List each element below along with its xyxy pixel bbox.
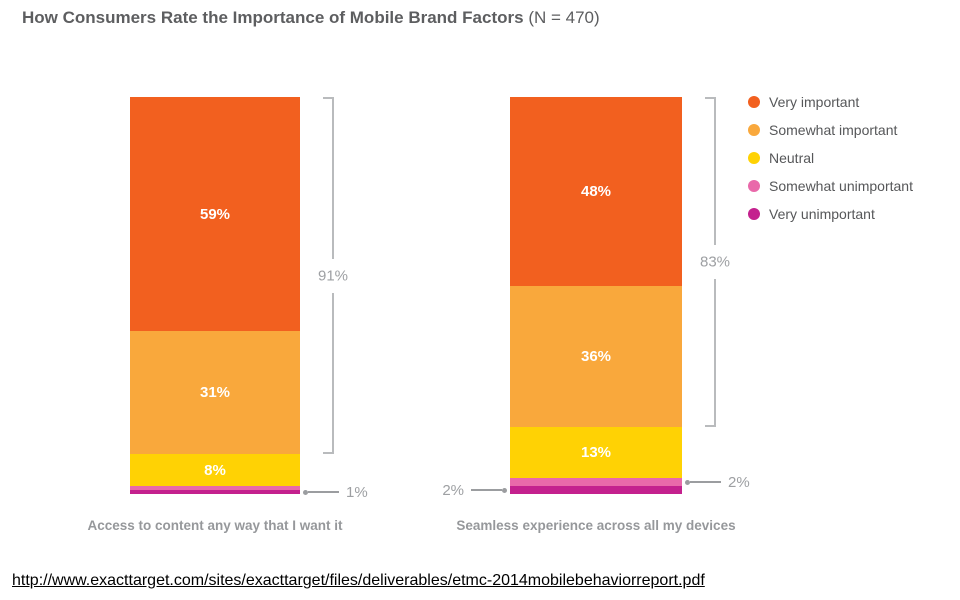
callout-dot: [502, 487, 507, 493]
callout-line: [308, 491, 339, 493]
callout-line: [471, 489, 502, 492]
bracket-value-label: 91%: [314, 265, 352, 287]
callout-dot: [685, 479, 690, 485]
segment-value-label: 36%: [580, 347, 612, 365]
bar-caption: Seamless experience across all my device…: [456, 518, 736, 533]
legend-color-dot: [748, 152, 760, 164]
legend-label: Somewhat important: [769, 122, 898, 138]
segment-value-label: 13%: [580, 444, 612, 462]
segment-value-label: 59%: [199, 205, 231, 223]
legend-item: Somewhat important: [748, 122, 913, 138]
legend-label: Neutral: [769, 150, 815, 166]
callout-value-label: 2%: [442, 481, 464, 499]
legend-label: Somewhat unimportant: [769, 178, 913, 194]
segment-value-label: 8%: [204, 461, 226, 479]
legend-item: Very unimportant: [748, 206, 913, 222]
callout-value-label: 1%: [346, 483, 368, 501]
legend-label: Very important: [769, 94, 860, 110]
bracket-annotation: 91%: [314, 97, 352, 455]
callout-line: [690, 481, 721, 484]
legend-color-dot: [748, 96, 760, 108]
chart-title: How Consumers Rate the Importance of Mob…: [22, 8, 600, 28]
bar-segment: [510, 478, 682, 487]
bar-segment: [510, 486, 682, 494]
legend-color-dot: [748, 180, 760, 192]
callout-dot: [303, 489, 308, 495]
bar-segment: 36%: [510, 285, 682, 428]
bar-segment: 8%: [130, 454, 300, 487]
legend-item: Somewhat unimportant: [748, 178, 913, 194]
stacked-bar: 59% 31% 8%: [130, 97, 300, 494]
legend-label: Very unimportant: [769, 206, 875, 222]
callout-annotation: 2%: [435, 482, 507, 499]
callout-value-label: 2%: [728, 473, 750, 491]
segment-value-label: 31%: [199, 384, 231, 402]
legend-item: Neutral: [748, 150, 913, 166]
segment-value-label: 48%: [580, 182, 612, 200]
legend-color-dot: [748, 208, 760, 220]
chart-title-sample-note: (N = 470): [528, 8, 600, 27]
legend-color-dot: [748, 124, 760, 136]
chart-title-main: How Consumers Rate the Importance of Mob…: [22, 8, 524, 27]
bar-caption: Access to content any way that I want it: [87, 518, 343, 533]
source-link[interactable]: http://www.exacttarget.com/sites/exactta…: [12, 572, 705, 589]
bar-segment: 13%: [510, 427, 682, 479]
callout-annotation: 2%: [685, 474, 757, 491]
bracket-value-label: 83%: [696, 251, 734, 273]
bracket-annotation: 83%: [696, 97, 734, 428]
legend-item: Very important: [748, 94, 913, 110]
bar-segment: 59%: [130, 97, 300, 332]
bar-segment: 48%: [510, 97, 682, 286]
stacked-bar: 48% 36% 13%: [510, 97, 682, 494]
bar-segment: [130, 490, 300, 494]
bar-segment: [130, 486, 300, 490]
legend: Very important Somewhat important Neutral S…: [748, 94, 913, 234]
callout-annotation: 1%: [303, 484, 375, 501]
bar-segment: 31%: [130, 331, 300, 455]
